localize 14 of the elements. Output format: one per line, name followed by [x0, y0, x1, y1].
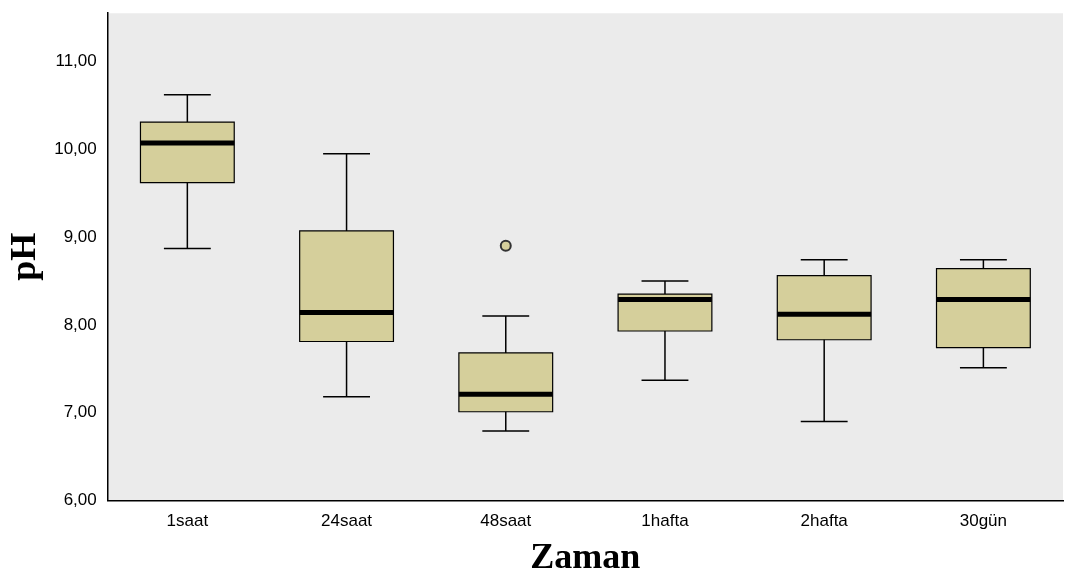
x-tick-label: 1saat: [166, 511, 209, 531]
x-tick-label: 30gün: [959, 511, 1008, 531]
y-tick-label: 10,00: [54, 138, 97, 158]
y-tick-label: 6,00: [63, 490, 97, 510]
y-axis-title: pH: [2, 232, 43, 281]
y-tick-label: 7,00: [63, 402, 97, 422]
x-axis-title: Zaman: [530, 535, 641, 576]
y-tick-label: 8,00: [63, 314, 97, 334]
y-tick-label: 9,00: [63, 226, 97, 246]
x-tick-label: 2hafta: [800, 511, 849, 531]
y-tick-label: 11,00: [55, 51, 97, 71]
x-tick-label: 48saat: [480, 511, 532, 531]
x-tick-label: 1hafta: [641, 511, 690, 531]
x-tick-label: 24saat: [321, 511, 373, 531]
